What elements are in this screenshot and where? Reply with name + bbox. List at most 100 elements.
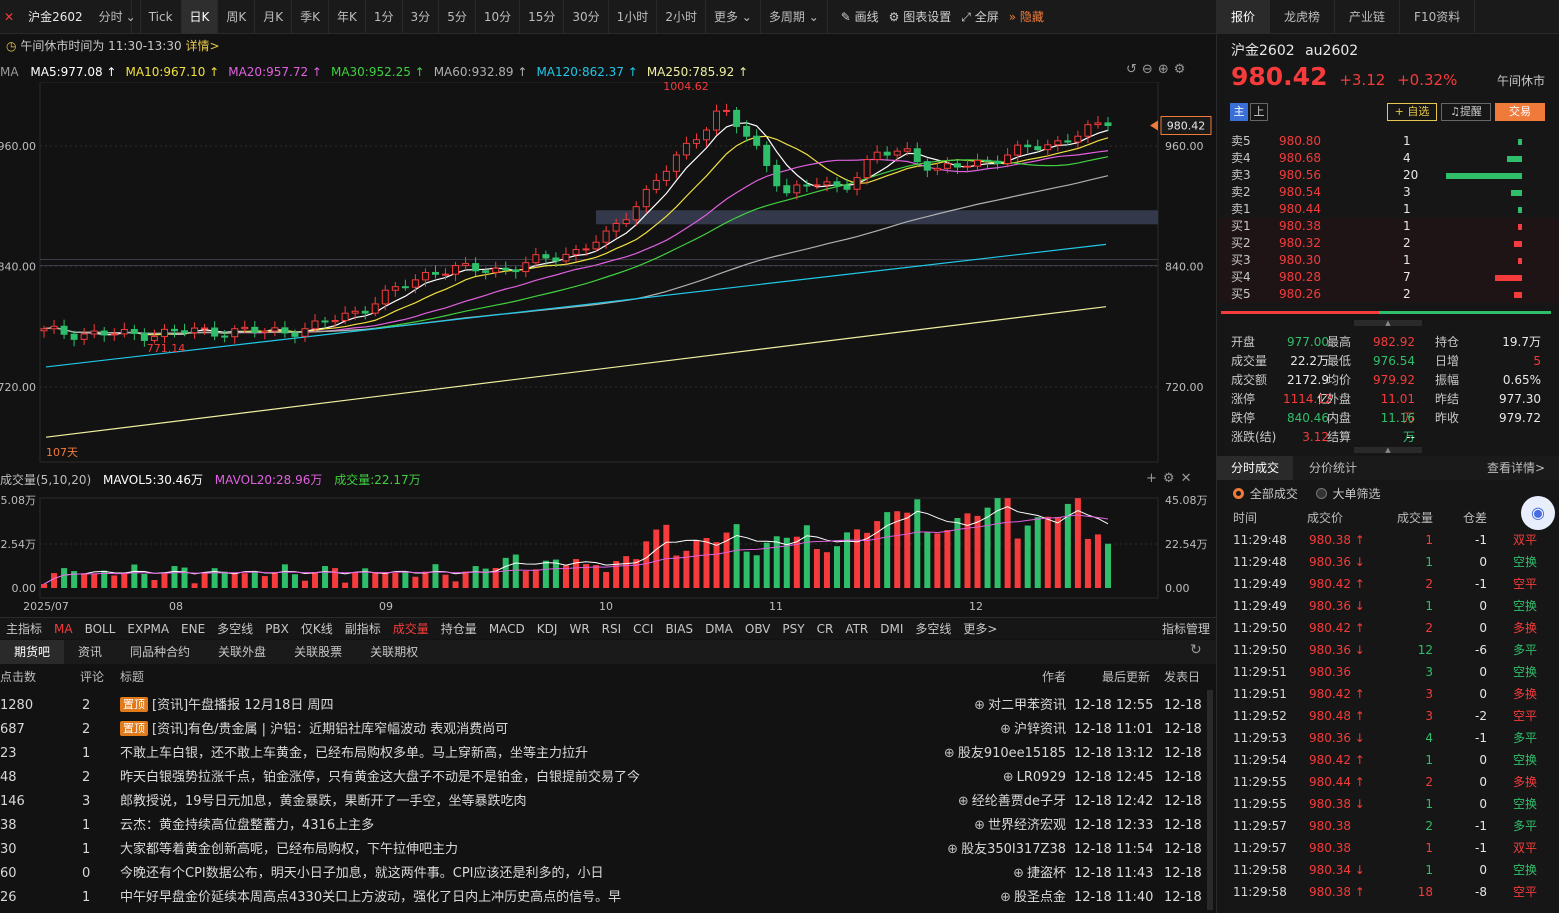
- news-row[interactable]: 26 1 中午好早盘金价延续本周高点4330关口上方波动，强化了日内上冲历史高点的信…: [0, 886, 1216, 910]
- indicator-7[interactable]: 仅K线: [300, 622, 333, 636]
- period-daily[interactable]: 日K: [181, 0, 219, 34]
- period-3min[interactable]: 3分: [403, 0, 440, 34]
- notice-detail-link[interactable]: 详情>: [185, 39, 220, 53]
- news-tab-2[interactable]: 同品种合约: [130, 645, 191, 659]
- news-title[interactable]: 不敢上车白银，还不敢上车黄金，已经布局购权多单。马上穿新高，坐等主力拉升: [120, 746, 589, 761]
- news-author[interactable]: 沪锌资讯: [1013, 722, 1066, 737]
- news-row[interactable]: 60 0 今晚还有个CPI数据公布，明天小日子加息，就这两件事。CPI应该还是利多的…: [0, 862, 1216, 886]
- gear-icon[interactable]: ⚙: [1173, 62, 1191, 77]
- news-author[interactable]: 经纶善贾de子牙: [971, 794, 1066, 809]
- news-author[interactable]: 股友910ee15185: [957, 746, 1066, 761]
- filter-all-radio[interactable]: [1233, 488, 1244, 499]
- indicator-24[interactable]: 更多>: [963, 622, 998, 636]
- orderbook-row[interactable]: 买1 980.38 1: [1217, 218, 1559, 235]
- tab-price-stats[interactable]: 分价统计: [1308, 461, 1357, 475]
- news-row[interactable]: 146 3 郎教授说，19号日元加息，黄金暴跌，果断开了一手空，坐等暴跌吃肉 ⊕ 经纶善…: [0, 790, 1216, 814]
- indicator-9[interactable]: 成交量: [392, 622, 429, 636]
- news-title[interactable]: 大家都等着黄金创新高呢，已经布局购权，下午拉伸吧主力: [120, 842, 459, 857]
- candlestick-chart[interactable]: 960.00 960.00 840.00 840.00 720.00 720.00 1004…: [0, 82, 1216, 468]
- news-title[interactable]: [资讯]午盘播报 12月18日 周四: [152, 698, 334, 713]
- news-title[interactable]: [资讯]有色/贵金属 | 沪铝：近期铝社库窄幅波动 表观消费尚可: [152, 722, 509, 737]
- filter-big-radio[interactable]: [1315, 488, 1327, 499]
- news-title[interactable]: 昨天白银强势拉涨千点，铂金涨停，只有黄金这大盘子不动是不是铂金，白银提前交易了今: [120, 770, 641, 785]
- indicator-23[interactable]: 多空线: [915, 622, 952, 636]
- volume-title[interactable]: 成交量(5,10,20): [0, 473, 92, 487]
- col-comments[interactable]: 评论: [80, 670, 105, 684]
- filter-big-label[interactable]: 大单筛选: [1332, 487, 1381, 501]
- undo-icon[interactable]: ↺: [1126, 62, 1142, 77]
- tab-time-sales[interactable]: 分时成交: [1217, 456, 1293, 480]
- view-details-link[interactable]: 查看详情>: [1487, 461, 1546, 475]
- news-tab-5[interactable]: 关联期权: [370, 645, 419, 659]
- news-title-wrap[interactable]: 郎教授说，19号日元加息，黄金暴跌，果断开了一手空，坐等暴跌吃肉: [120, 790, 527, 814]
- news-title[interactable]: 云杰：黄金持续高位盘整蓄力，4316上主多: [120, 818, 375, 833]
- indicator-13[interactable]: WR: [569, 622, 590, 636]
- indicator-15[interactable]: CCI: [633, 622, 654, 636]
- col-updated[interactable]: 最后更新: [1102, 670, 1151, 684]
- volume-chart[interactable]: 45.08万 22.54万 0.00 45.08万 22.54万 0.00 2025/07 0…: [0, 490, 1216, 616]
- indicator-1[interactable]: MA: [54, 622, 73, 636]
- col-date[interactable]: 发表日: [1164, 670, 1201, 684]
- period-fenshi[interactable]: 分时: [91, 0, 132, 34]
- indicator-5[interactable]: 多空线: [217, 622, 254, 636]
- filter-all-label[interactable]: 全部成交: [1249, 487, 1298, 501]
- news-title-wrap[interactable]: 中午好早盘金价延续本周高点4330关口上方波动，强化了日内上冲历史高点的信号。早: [120, 886, 621, 910]
- news-row[interactable]: 1280 2 置顶 [资讯]午盘播报 12月18日 周四 ⊕ 对二甲苯资讯 12-18 12…: [0, 694, 1216, 718]
- period-more[interactable]: 更多 ⌄: [706, 0, 761, 34]
- gear-icon[interactable]: ⚙: [1162, 471, 1181, 486]
- trade-button[interactable]: 交易: [1495, 103, 1545, 121]
- period-15min[interactable]: 15分: [520, 0, 565, 34]
- indicator-3[interactable]: EXPMA: [127, 622, 170, 636]
- orderbook-row[interactable]: 卖4 980.68 4: [1217, 150, 1559, 167]
- period-5min[interactable]: 5分: [439, 0, 476, 34]
- news-tab-3[interactable]: 关联外盘: [218, 645, 267, 659]
- period-yearly[interactable]: 年K: [329, 0, 366, 34]
- symbol-label[interactable]: 沪金2602: [28, 10, 83, 24]
- news-row[interactable]: 48 2 昨天白银强势拉涨千点，铂金涨停，只有黄金这大盘子不动是不是铂金，白银提前交…: [0, 766, 1216, 790]
- orderbook-row[interactable]: 卖1 980.44 1: [1217, 201, 1559, 218]
- news-tab-4[interactable]: 关联股票: [294, 645, 343, 659]
- orderbook-row[interactable]: 买5 980.26 2: [1217, 286, 1559, 303]
- zoom-out-icon[interactable]: ⊖: [1141, 62, 1158, 77]
- collapse-handle[interactable]: ▲: [1354, 320, 1422, 327]
- indicator-12[interactable]: KDJ: [536, 622, 558, 636]
- orderbook-row[interactable]: 买2 980.32 2: [1217, 235, 1559, 252]
- collapse-handle[interactable]: ▲: [1354, 447, 1422, 454]
- period-weekly[interactable]: 周K: [218, 0, 256, 34]
- indicator-8[interactable]: 副指标: [344, 622, 381, 636]
- news-author[interactable]: 股友350I317Z38: [961, 842, 1066, 857]
- news-title-wrap[interactable]: 云杰：黄金持续高位盘整蓄力，4316上主多: [120, 814, 374, 838]
- assistant-icon[interactable]: ◉: [1521, 496, 1555, 530]
- close-icon[interactable]: ✕: [1180, 471, 1198, 486]
- quote-tab-2[interactable]: 产业链: [1335, 0, 1401, 33]
- up-button[interactable]: 上: [1250, 103, 1268, 121]
- news-row[interactable]: 23 1 不敢上车白银，还不敢上车黄金，已经布局购权多单。马上穿新高，坐等主力拉升 ⊕…: [0, 742, 1216, 766]
- indicator-18[interactable]: OBV: [744, 622, 771, 636]
- zoom-in-icon[interactable]: ⊕: [1157, 62, 1174, 77]
- period-dropdown-icon[interactable]: ⌄: [122, 0, 141, 34]
- quote-tab-3[interactable]: F10资料: [1400, 0, 1476, 33]
- news-title-wrap[interactable]: 置顶 [资讯]午盘播报 12月18日 周四: [120, 694, 334, 718]
- news-title[interactable]: 郎教授说，19号日元加息，黄金暴跌，果断开了一手空，坐等暴跌吃肉: [120, 794, 527, 809]
- period-multi[interactable]: 多周期 ⌄: [761, 0, 828, 34]
- quote-tab-0[interactable]: 报价: [1217, 0, 1271, 33]
- indicator-10[interactable]: 持仓量: [440, 622, 477, 636]
- period-10min[interactable]: 10分: [476, 0, 521, 34]
- orderbook-row[interactable]: 卖2 980.54 3: [1217, 184, 1559, 201]
- indicator-19[interactable]: PSY: [782, 622, 805, 636]
- orderbook-row[interactable]: 卖5 980.80 1: [1217, 133, 1559, 150]
- period-30min[interactable]: 30分: [564, 0, 609, 34]
- add-watchlist-button[interactable]: + 自选: [1387, 103, 1437, 121]
- period-1min[interactable]: 1分: [366, 0, 403, 34]
- news-author[interactable]: 世界经济宏观: [987, 818, 1066, 833]
- ma-prefix[interactable]: MA: [0, 65, 19, 79]
- indicator-21[interactable]: ATR: [845, 622, 869, 636]
- indicator-25[interactable]: 指标管理: [1161, 622, 1210, 636]
- col-clicks[interactable]: 点击数: [0, 670, 37, 684]
- news-row[interactable]: 30 1 大家都等着黄金创新高呢，已经布局购权，下午拉伸吧主力 ⊕ 股友350I317Z…: [0, 838, 1216, 862]
- add-icon[interactable]: +: [1146, 471, 1163, 486]
- news-title-wrap[interactable]: 置顶 [资讯]有色/贵金属 | 沪铝：近期铝社库窄幅波动 表观消费尚可: [120, 718, 508, 742]
- orderbook-row[interactable]: 买3 980.30 1: [1217, 252, 1559, 269]
- draw-line-button[interactable]: ✎ 画线: [836, 8, 884, 25]
- news-title-wrap[interactable]: 不敢上车白银，还不敢上车黄金，已经布局购权多单。马上穿新高，坐等主力拉升: [120, 742, 588, 766]
